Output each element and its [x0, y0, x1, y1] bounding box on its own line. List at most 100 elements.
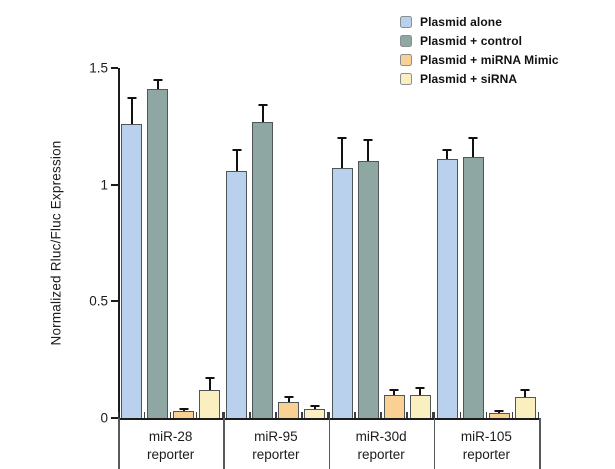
baseline-tick	[433, 412, 436, 418]
x-category-line1: miR-28	[148, 429, 193, 444]
error-cap	[284, 396, 294, 398]
x-category-line1: miR-30d	[355, 429, 407, 444]
error-cap	[127, 97, 137, 100]
bar	[121, 124, 143, 418]
error-cap	[310, 405, 320, 408]
bar	[304, 408, 326, 418]
bar	[462, 156, 484, 418]
bar	[331, 168, 353, 418]
legend-swatch	[400, 15, 412, 28]
y-tick-mark	[111, 300, 118, 303]
legend-swatch	[400, 53, 412, 66]
error-cap	[337, 137, 347, 139]
bar	[488, 413, 510, 418]
x-category-line2: reporter	[146, 446, 195, 462]
y-tick-label: 1.5	[89, 60, 108, 76]
bar	[147, 89, 169, 418]
error-bar	[235, 149, 238, 171]
baseline-tick	[328, 412, 330, 418]
error-cap	[415, 386, 425, 389]
error-cap	[179, 407, 189, 410]
baseline-tick	[221, 412, 224, 418]
x-category-label: miR-95 reporter	[223, 418, 328, 464]
y-axis-line	[118, 68, 120, 418]
x-category-line1: miR-95	[254, 429, 298, 444]
error-bar	[208, 378, 211, 390]
y-tick-mark	[111, 67, 118, 69]
baseline-tick	[223, 412, 225, 418]
baseline-tick	[143, 412, 146, 418]
error-bar	[130, 98, 133, 124]
x-category-line2: reporter	[462, 446, 511, 462]
error-bar	[498, 411, 501, 414]
error-bar	[287, 397, 290, 402]
legend-label: Plasmid alone	[420, 14, 502, 29]
error-cap	[468, 137, 478, 139]
error-bar	[419, 387, 422, 395]
baseline-tick	[537, 412, 540, 418]
legend-item: Plasmid + siRNA	[400, 69, 559, 88]
legend: Plasmid alone Plasmid + control Plasmid + …	[400, 12, 559, 88]
baseline-tick	[380, 412, 382, 418]
error-cap	[520, 389, 530, 391]
x-category-line2: reporter	[357, 446, 405, 462]
y-axis-title: Normalized Rluc/Fluc Expression	[48, 140, 64, 346]
bar	[278, 401, 300, 418]
legend-swatch	[400, 34, 412, 47]
error-bar	[446, 149, 449, 159]
error-cap	[442, 148, 452, 151]
error-bar	[313, 406, 316, 409]
group-separator	[118, 418, 120, 469]
x-category-label: miR-30d reporter	[329, 418, 434, 464]
legend-item: Plasmid + miRNA Mimic	[400, 50, 559, 69]
baseline-tick	[432, 412, 434, 418]
error-bar	[393, 390, 396, 395]
error-cap	[494, 410, 504, 412]
y-tick-label: 0	[100, 410, 108, 426]
baseline-tick	[301, 412, 303, 418]
group-separator	[328, 418, 330, 469]
error-cap	[232, 148, 242, 151]
error-cap	[389, 389, 399, 391]
legend-label: Plasmid + control	[420, 33, 523, 48]
y-tick-mark	[111, 417, 118, 419]
bar	[409, 394, 431, 418]
y-tick-label: 1	[100, 177, 108, 193]
baseline-tick	[275, 412, 277, 418]
error-cap	[205, 377, 215, 380]
error-cap	[258, 104, 268, 107]
baseline-tick	[406, 412, 408, 418]
legend-item: Plasmid alone	[400, 12, 559, 31]
group-separator	[223, 418, 225, 469]
x-category-label: miR-28 reporter	[118, 418, 223, 464]
bar	[514, 397, 536, 418]
bar	[252, 121, 274, 418]
bar	[383, 394, 405, 418]
error-bar	[367, 140, 370, 162]
legend-label: Plasmid + siRNA	[420, 71, 518, 86]
baseline-tick	[249, 412, 251, 418]
error-cap	[363, 139, 373, 142]
x-category-label: miR-105 reporter	[434, 418, 539, 464]
bar	[357, 161, 379, 418]
legend-label: Plasmid + miRNA Mimic	[420, 52, 559, 67]
error-bar	[341, 138, 344, 169]
baseline-tick	[117, 412, 120, 418]
bar	[173, 411, 195, 418]
y-tick-label: 0.5	[89, 293, 108, 309]
bar	[436, 159, 458, 418]
error-bar	[524, 390, 527, 397]
error-bar	[261, 105, 264, 122]
error-bar	[182, 408, 185, 411]
legend-swatch	[400, 72, 412, 85]
baseline-tick	[511, 412, 514, 418]
error-cap	[153, 78, 163, 81]
bar	[199, 390, 221, 418]
group-separator	[539, 418, 541, 469]
baseline-tick	[459, 412, 462, 418]
legend-item: Plasmid + control	[400, 31, 559, 50]
baseline-tick	[354, 412, 356, 418]
group-separator	[433, 418, 436, 469]
error-bar	[472, 138, 475, 157]
baseline-tick	[195, 412, 198, 418]
